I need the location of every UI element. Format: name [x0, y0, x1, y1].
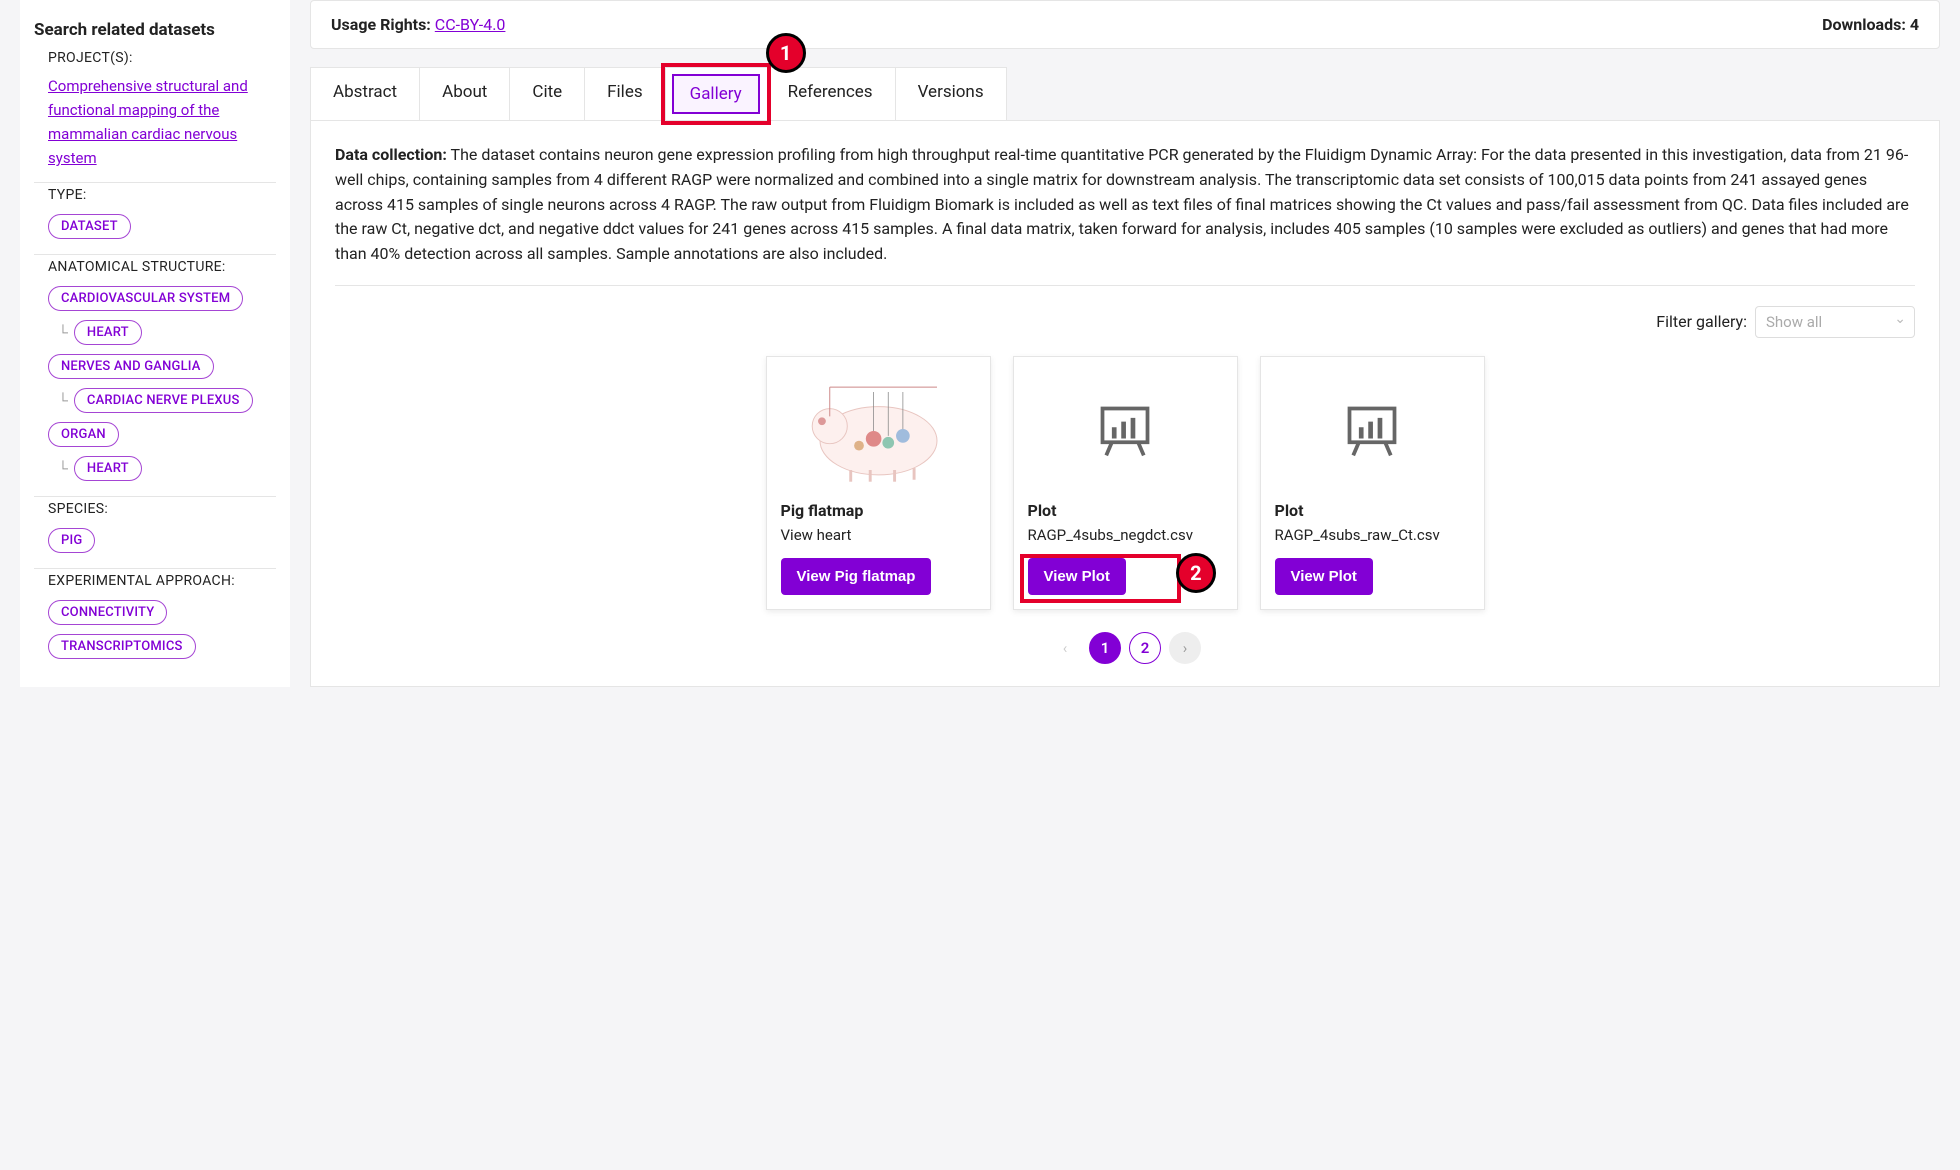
- tab-abstract[interactable]: Abstract: [311, 68, 420, 120]
- page-prev[interactable]: ‹: [1049, 632, 1081, 664]
- tag-pig[interactable]: PIG: [48, 528, 95, 553]
- type-group: TYPE: DATASET: [34, 183, 276, 255]
- filter-select[interactable]: Show all: [1755, 306, 1915, 338]
- card-subtitle: RAGP_4subs_negdct.csv: [1028, 526, 1223, 544]
- tab-versions[interactable]: Versions: [896, 68, 1006, 120]
- sidebar: Search related datasets PROJECT(S): Comp…: [20, 0, 290, 687]
- tag-dataset[interactable]: DATASET: [48, 214, 131, 239]
- card-subtitle: RAGP_4subs_raw_Ct.csv: [1275, 526, 1470, 544]
- project-link[interactable]: Comprehensive structural and functional …: [48, 74, 262, 170]
- anatomical-group: ANATOMICAL STRUCTURE: CARDIOVASCULAR SYS…: [34, 255, 276, 497]
- description-label: Data collection:: [335, 145, 447, 164]
- species-label: SPECIES:: [48, 501, 262, 517]
- thumb-pig: [781, 371, 976, 491]
- approach-label: EXPERIMENTAL APPROACH:: [48, 573, 262, 589]
- tag-nerves[interactable]: NERVES AND GANGLIA: [48, 354, 214, 379]
- thumb-plot-2: [1275, 371, 1470, 491]
- page-2[interactable]: 2: [1129, 632, 1161, 664]
- filter-value: Show all: [1766, 313, 1822, 331]
- pagination: ‹ 1 2 ›: [335, 632, 1915, 664]
- tab-cite[interactable]: Cite: [510, 68, 585, 120]
- view-plot-button-2[interactable]: View Plot: [1275, 558, 1373, 595]
- thumb-plot-1: [1028, 371, 1223, 491]
- content-panel: Data collection: The dataset contains ne…: [310, 120, 1940, 687]
- main-content: Usage Rights: CC-BY-4.0 Downloads: 4 Abs…: [310, 0, 1940, 687]
- approach-group: EXPERIMENTAL APPROACH: CONNECTIVITY TRAN…: [34, 569, 276, 674]
- tab-references[interactable]: References: [766, 68, 896, 120]
- species-group: SPECIES: PIG: [34, 497, 276, 569]
- tab-gallery-wrap: Gallery 1: [666, 68, 766, 120]
- sidebar-title: Search related datasets: [20, 10, 290, 46]
- projects-label: PROJECT(S):: [48, 50, 262, 66]
- downloads-label: Downloads:: [1822, 15, 1910, 34]
- tab-files[interactable]: Files: [585, 68, 665, 120]
- downloads-count: 4: [1910, 15, 1919, 34]
- tag-cardiovascular[interactable]: CARDIOVASCULAR SYSTEM: [48, 286, 243, 311]
- card-pig-flatmap: Pig flatmap View heart View Pig flatmap: [766, 356, 991, 610]
- page-next[interactable]: ›: [1169, 632, 1201, 664]
- view-flatmap-button[interactable]: View Pig flatmap: [781, 558, 932, 595]
- usage-rights-label: Usage Rights:: [331, 15, 435, 34]
- projects-group: PROJECT(S): Comprehensive structural and…: [34, 46, 276, 183]
- tag-plexus[interactable]: CARDIAC NERVE PLEXUS: [74, 388, 253, 413]
- tag-connectivity[interactable]: CONNECTIVITY: [48, 600, 167, 625]
- view-plot-wrap: View Plot 2: [1028, 558, 1126, 595]
- page-1[interactable]: 1: [1089, 632, 1121, 664]
- type-label: TYPE:: [48, 187, 262, 203]
- tab-gallery[interactable]: Gallery: [672, 74, 760, 114]
- tag-transcriptomics[interactable]: TRANSCRIPTOMICS: [48, 634, 196, 659]
- chart-icon: [1095, 401, 1155, 461]
- anatomical-label: ANATOMICAL STRUCTURE:: [48, 259, 262, 275]
- filter-label: Filter gallery:: [1656, 312, 1747, 331]
- card-subtitle: View heart: [781, 526, 976, 544]
- tag-organ[interactable]: ORGAN: [48, 422, 119, 447]
- chart-icon: [1342, 401, 1402, 461]
- tag-heart-2[interactable]: HEART: [74, 456, 142, 481]
- card-title: Plot: [1028, 501, 1223, 520]
- separator: [335, 285, 1915, 286]
- callout-badge-1: 1: [766, 33, 806, 73]
- tabs: Abstract About Cite Files Gallery 1 Refe…: [310, 67, 1007, 120]
- card-title: Plot: [1275, 501, 1470, 520]
- tab-about[interactable]: About: [420, 68, 510, 120]
- view-plot-button[interactable]: View Plot: [1028, 558, 1126, 595]
- gallery-cards: Pig flatmap View heart View Pig flatmap: [335, 356, 1915, 610]
- description: Data collection: The dataset contains ne…: [335, 143, 1915, 267]
- pig-flatmap-icon: [781, 371, 976, 491]
- description-text: The dataset contains neuron gene express…: [335, 145, 1909, 263]
- usage-rights-bar: Usage Rights: CC-BY-4.0 Downloads: 4: [310, 0, 1940, 49]
- filter-row: Filter gallery: Show all: [335, 306, 1915, 338]
- license-link[interactable]: CC-BY-4.0: [435, 15, 506, 34]
- callout-badge-2: 2: [1176, 553, 1216, 593]
- tag-heart-1[interactable]: HEART: [74, 320, 142, 345]
- card-plot-negdct: Plot RAGP_4subs_negdct.csv View Plot 2: [1013, 356, 1238, 610]
- card-title: Pig flatmap: [781, 501, 976, 520]
- card-plot-raw: Plot RAGP_4subs_raw_Ct.csv View Plot: [1260, 356, 1485, 610]
